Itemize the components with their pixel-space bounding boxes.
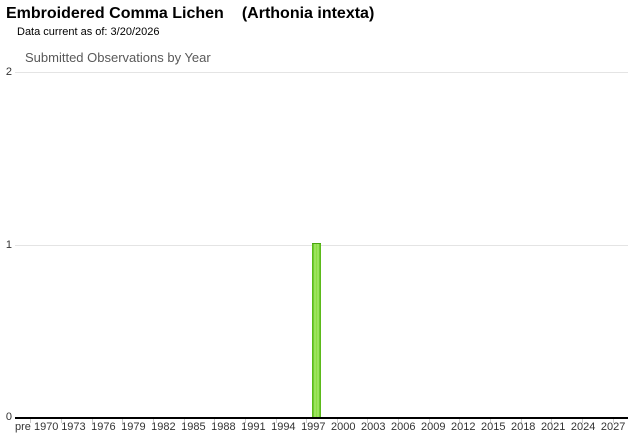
- x-axis-label-1997: 1997: [301, 421, 326, 433]
- x-axis-label-2021: 2021: [540, 421, 566, 433]
- y-axis-label-1: 1: [5, 239, 12, 251]
- species-common-name: Embroidered Comma Lichen: [6, 5, 224, 22]
- x-axis-tick-2000: [337, 419, 338, 423]
- x-axis-labels: pre 1970 1973 1976 1979 1982 1985 1988 1991 1994…: [15, 421, 628, 433]
- x-axis-label-2015: 2015: [480, 421, 506, 433]
- x-axis-label-2018: 2018: [510, 421, 536, 433]
- x-axis-label-2012: 2012: [450, 421, 476, 433]
- data-current-note: Data current as of: 3/20/2026: [17, 26, 160, 38]
- x-axis-tick-1997: [306, 419, 307, 423]
- x-axis-tick-1988: [214, 419, 215, 423]
- x-axis-tick-2006: [398, 419, 399, 423]
- observation-bar-1998[interactable]: [312, 243, 321, 417]
- x-axis-tick-2012: [459, 419, 460, 423]
- gridline-y2: [15, 72, 628, 73]
- x-axis-label-2024: 2024: [570, 421, 596, 433]
- x-axis-tick-2018: [521, 419, 522, 423]
- x-axis-tick-1994: [276, 419, 277, 423]
- chart-title: Submitted Observations by Year: [25, 50, 211, 65]
- x-axis-tick-pre-1970: [30, 419, 31, 423]
- x-axis-label-1979: 1979: [121, 421, 146, 433]
- x-axis-label-2006: 2006: [391, 421, 416, 433]
- x-axis-label-1991: 1991: [241, 421, 266, 433]
- x-axis-tick-2027: [613, 419, 614, 423]
- x-axis-label-2027: 2027: [600, 421, 626, 433]
- x-axis-tick-1973: [61, 419, 62, 423]
- gridline-y1: [15, 245, 628, 246]
- x-axis-tick-1979: [122, 419, 123, 423]
- x-axis-label-2000: 2000: [331, 421, 356, 433]
- x-axis-label-1988: 1988: [211, 421, 236, 433]
- x-axis-tick-2021: [551, 419, 552, 423]
- species-scientific-name: (Arthonia intexta): [241, 5, 375, 22]
- page-title: Embroidered Comma Lichen (Arthonia intext…: [6, 5, 374, 23]
- x-axis-label-1976: 1976: [91, 421, 116, 433]
- x-axis-tick-2003: [367, 419, 368, 423]
- x-axis-tick-1985: [184, 419, 185, 423]
- x-axis-tick-2024: [582, 419, 583, 423]
- x-axis-tick-2015: [490, 419, 491, 423]
- x-axis-label-2009: 2009: [421, 421, 446, 433]
- x-axis-label-1982: 1982: [151, 421, 176, 433]
- x-axis-label-2003: 2003: [361, 421, 386, 433]
- x-axis-label-1973: 1973: [61, 421, 86, 433]
- x-axis-label-pre-1970: pre 1970: [15, 421, 59, 433]
- x-axis-label-1985: 1985: [181, 421, 206, 433]
- y-axis-label-0: 0: [5, 411, 12, 423]
- plot-area: [15, 72, 628, 419]
- y-axis-label-2: 2: [5, 66, 12, 78]
- x-axis-tick-1991: [245, 419, 246, 423]
- x-axis-tick-2009: [429, 419, 430, 423]
- x-axis-tick-1982: [153, 419, 154, 423]
- x-axis-tick-1976: [92, 419, 93, 423]
- x-axis-label-1994: 1994: [271, 421, 296, 433]
